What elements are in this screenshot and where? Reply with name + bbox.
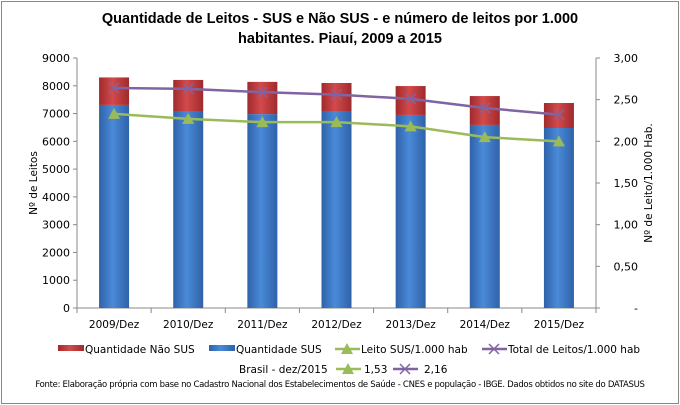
bar-sus — [173, 111, 204, 308]
point-2 — [478, 131, 491, 143]
bar-sus — [543, 128, 574, 308]
x-tick-label: 2009/Dez — [89, 319, 140, 331]
y-tick-label: 5000 — [42, 163, 70, 176]
x-tick-label: 2014/Dez — [460, 319, 511, 331]
bar-sus — [469, 124, 500, 308]
y-tick-label: 2000 — [42, 246, 70, 259]
legend-swatch-sus — [209, 345, 235, 351]
point-3 — [553, 109, 565, 121]
bar-sus — [247, 114, 278, 308]
legend-label-total-rate: Total de Leitos/1.000 hab — [507, 344, 640, 356]
legend-swatch-nao-sus — [58, 345, 84, 351]
legend-marker-total-rate — [488, 343, 500, 355]
y-tick-label: 9000 — [42, 52, 70, 65]
y2-tick-label: 3,00 — [614, 52, 639, 65]
brasil-marker-sus — [342, 363, 354, 374]
legend-label-nao-sus: Quantidade Não SUS — [85, 344, 195, 356]
point-2 — [256, 116, 269, 128]
point-3 — [182, 83, 194, 95]
bar-nao-sus — [99, 77, 130, 105]
bar-sus — [395, 114, 426, 308]
x-tick-label: 2012/Dez — [311, 319, 362, 331]
x-tick-label: 2013/Dez — [385, 319, 436, 331]
bar-sus — [321, 111, 352, 308]
legend-label-sus: Quantidade SUS — [236, 344, 322, 356]
y-tick-label: 4000 — [42, 191, 70, 204]
bar-nao-sus — [469, 96, 500, 125]
x-tick-label: 2010/Dez — [163, 319, 214, 331]
point-3 — [330, 89, 343, 101]
chart-plot: 0 1000 2000 3000 4000 5000 6000 7000 8000 9000 - 0,… — [28, 52, 655, 376]
brasil-total-value: 2,16 — [424, 364, 448, 376]
y2-tick-label: 1,50 — [614, 177, 639, 190]
bar-nao-sus — [247, 81, 278, 115]
y-tick-label: 7000 — [42, 108, 70, 121]
legend-label-sus-rate: Leito SUS/1.000 hab — [361, 344, 468, 356]
chart-title-line-1: Quantidade de Leitos - SUS e Não SUS - e… — [101, 11, 579, 27]
brasil-sus-value: 1,53 — [364, 364, 387, 376]
y-axis-label: Nº de Leitos — [28, 151, 40, 215]
bar-nao-sus — [173, 79, 204, 112]
y-tick-label: 0 — [63, 302, 70, 315]
x-tick-label: 2015/Dez — [534, 319, 585, 331]
y-tick-label: 3000 — [42, 219, 70, 232]
y2-axis-label: Nº de Leito/1.000 Hab. — [643, 123, 655, 242]
brasil-label: Brasil - dez/2015 — [239, 364, 328, 376]
point-2 — [182, 112, 195, 124]
point-2 — [552, 135, 565, 147]
point-3 — [479, 102, 491, 114]
y-tick-label: 1000 — [42, 274, 70, 287]
bar-nao-sus — [321, 83, 352, 112]
y-tick-label: 8000 — [42, 80, 70, 93]
y2-tick-label: 2,50 — [614, 94, 639, 107]
point-3 — [108, 82, 120, 94]
point-2 — [330, 116, 343, 128]
y2-tick-label: 1,00 — [614, 219, 639, 232]
brasil-marker-total — [399, 363, 411, 375]
y-tick-label: 6000 — [42, 135, 70, 148]
point-3 — [405, 93, 417, 105]
legend-marker-sus-rate — [341, 343, 353, 354]
point-2 — [404, 120, 417, 132]
y2-tick-label: 2,00 — [614, 135, 639, 148]
chart-title-line-2: habitantes. Piauí, 2009 a 2015 — [238, 31, 442, 47]
source-note: Fonte: Elaboração própria com base no Ca… — [35, 380, 645, 390]
point-3 — [256, 86, 268, 98]
bar-sus — [99, 104, 130, 308]
y2-tick-label: 0,50 — [614, 260, 639, 273]
y2-tick-label: - — [634, 302, 638, 315]
point-2 — [108, 107, 121, 119]
x-tick-label: 2011/Dez — [237, 319, 288, 331]
